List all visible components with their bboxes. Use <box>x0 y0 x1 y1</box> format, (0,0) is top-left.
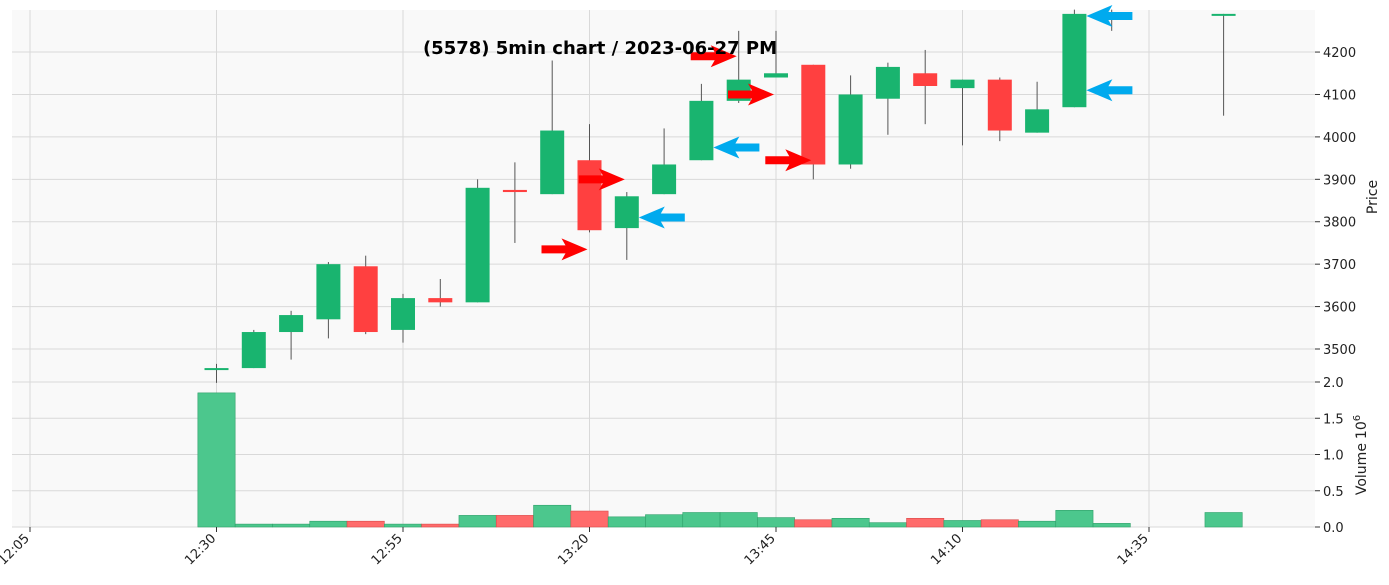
price-tick-label: 3600 <box>1323 301 1356 316</box>
price-tick-label: 4100 <box>1323 88 1356 103</box>
price-tick-label: 3900 <box>1323 173 1356 188</box>
volume-bar <box>943 520 982 528</box>
candle-body <box>689 100 714 161</box>
candle-body <box>577 160 602 231</box>
candle-body <box>465 187 490 303</box>
sell-signal-arrow <box>638 206 685 229</box>
volume-tick-label: 0.5 <box>1323 485 1344 500</box>
volume-axis-label-text: Volume <box>1354 443 1370 495</box>
volume-tick-label: 1.0 <box>1323 449 1344 464</box>
time-tick-label: 14:35 <box>1115 531 1152 568</box>
candle-body <box>913 73 938 86</box>
buy-signal-arrow <box>728 83 774 106</box>
price-tick-labels: 3500 3600 3700 3800 3900 4000 4100 4200 <box>1315 46 1356 358</box>
candle-body <box>764 73 788 78</box>
candle-body <box>950 79 975 89</box>
candle-body <box>1025 109 1050 133</box>
volume-bar <box>645 514 684 528</box>
volume-tick-labels: 0.0 0.5 1.0 1.5 2.0 <box>1315 376 1344 536</box>
volume-bar <box>607 516 646 528</box>
buy-signal-arrow <box>690 45 737 68</box>
candles <box>204 9 1236 383</box>
volume-bar <box>384 523 422 528</box>
volume-bar <box>831 517 870 528</box>
price-tick-label: 4200 <box>1323 46 1356 61</box>
candle-body <box>540 130 565 195</box>
volume-bar <box>757 517 795 528</box>
candle-body <box>316 264 341 320</box>
volume-bar <box>495 515 534 528</box>
price-tick-label: 4000 <box>1323 131 1356 146</box>
price-tick-label: 3700 <box>1323 258 1356 273</box>
candle-body <box>241 332 266 369</box>
volume-bar <box>868 522 907 528</box>
volume-bar <box>197 392 236 528</box>
time-tick-labels: 12:05 12:30 12:55 13:20 13:45 14:10 14:35 <box>0 527 1152 568</box>
candle-body <box>502 189 527 193</box>
volume-bar <box>980 519 1019 528</box>
volume-bar <box>533 504 572 528</box>
candle-body <box>838 94 863 165</box>
volume-axis-label: Volume 106 <box>1352 415 1370 495</box>
volume-tick-label: 1.5 <box>1323 412 1344 427</box>
volume-tick-label: 0.0 <box>1323 521 1344 536</box>
chart-title: (5578) 5min chart / 2023-06-27 PM <box>423 38 777 59</box>
time-tick-label: 12:30 <box>182 531 219 568</box>
price-axis-label: Price <box>1365 180 1381 214</box>
candle-body <box>428 298 453 303</box>
candle-body <box>801 64 826 165</box>
signal-markers <box>541 5 1133 261</box>
volume-bar <box>346 520 385 528</box>
candle-body <box>353 266 378 333</box>
sell-signal-arrow <box>1086 5 1133 28</box>
volume-bar <box>1092 523 1131 528</box>
candle-body <box>875 66 900 99</box>
volume-bar <box>682 512 721 528</box>
volume-bar <box>1055 510 1094 528</box>
volume-bar <box>794 519 833 528</box>
volume-bar <box>234 523 273 528</box>
volume-bar <box>570 510 609 528</box>
price-tick-label: 3800 <box>1323 216 1356 231</box>
buy-signal-arrow <box>578 168 625 191</box>
volume-bar <box>272 523 311 528</box>
volume-bar <box>906 517 945 528</box>
candle-body <box>652 164 677 195</box>
buy-signal-arrow <box>541 238 588 261</box>
time-tick-label: 12:55 <box>369 531 406 568</box>
volume-bar <box>458 515 497 528</box>
candle-body <box>1062 13 1087 108</box>
volume-tick-label: 2.0 <box>1323 376 1344 391</box>
volume-bar <box>309 520 348 528</box>
volume-bar <box>421 523 460 528</box>
candle-body <box>614 196 639 229</box>
candle-body <box>1211 13 1236 16</box>
time-tick-label: 14:10 <box>928 531 965 568</box>
sell-signal-arrow <box>713 136 760 159</box>
candle-body <box>204 368 229 371</box>
volume-bars <box>197 392 1243 528</box>
candle-body <box>987 79 1012 131</box>
buy-signal-arrow <box>765 149 812 172</box>
volume-bar <box>1204 512 1243 528</box>
volume-axis-unit: 10 <box>1354 421 1370 439</box>
volume-bar <box>1018 520 1057 528</box>
time-tick-label: 13:20 <box>555 531 592 568</box>
candle-body <box>279 315 304 333</box>
volume-axis-exponent: 6 <box>1352 415 1363 421</box>
time-tick-label: 12:05 <box>0 531 33 568</box>
price-tick-label: 3500 <box>1323 343 1356 358</box>
candle-body <box>391 298 415 330</box>
time-tick-label: 13:45 <box>742 531 779 568</box>
sell-signal-arrow <box>1086 79 1133 102</box>
volume-bar <box>719 512 758 528</box>
